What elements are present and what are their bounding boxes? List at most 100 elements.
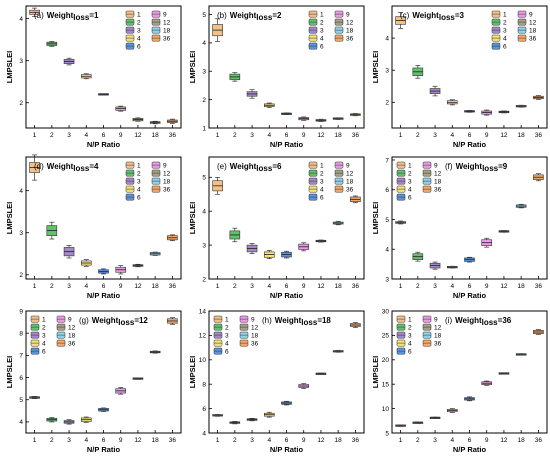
y-tick-label: 8 [202,382,206,389]
plot-frame [391,156,548,280]
legend-label-18: 18 [529,28,537,35]
legend-label-6: 6 [503,44,507,51]
weight-value: =9 [498,162,508,171]
legend-label-6: 6 [408,349,412,356]
panel-title: (a) Weightloss=1 [34,11,99,22]
legend-label-2: 2 [225,325,229,332]
weight-subscript: loss [256,164,273,173]
x-axis-label: N/P Ratio [453,445,487,454]
x-tick-label: 36 [352,283,360,290]
y-axis-label: LMPSLEI [371,356,380,389]
legend-label-36: 36 [251,341,259,348]
x-tick-label: 3 [250,437,254,444]
legend-label-18: 18 [346,179,354,186]
x-tick-label: 1 [33,283,37,290]
plot-frame [208,5,365,129]
y-tick-label: 3 [19,58,23,65]
x-axis-label: N/P Ratio [453,291,487,300]
legend-label-36: 36 [68,341,76,348]
y-tick-label: 6 [19,375,23,382]
x-tick-label: 2 [416,132,420,139]
x-axis-label: N/P Ratio [270,140,304,149]
x-tick-label: 2 [50,132,54,139]
weight-value: =1 [89,11,99,20]
x-tick-label: 12 [500,437,508,444]
x-tick-label: 18 [335,132,343,139]
x-tick-label: 6 [102,437,106,444]
x-tick-label: 6 [285,132,289,139]
plot-frame [391,310,548,434]
panel-title: (e) Weightloss=6 [217,162,282,173]
legend-label-2: 2 [320,20,324,27]
legend-label-4: 4 [320,187,324,194]
y-tick-label: 15 [382,382,390,389]
legend-label-36: 36 [163,36,171,43]
x-tick-label: 9 [119,132,123,139]
y-axis-label: LMPSLEI [188,202,197,235]
legend-label-9: 9 [163,12,167,19]
plot-frame [25,156,182,280]
x-tick-label: 3 [67,437,71,444]
weight-subscript: loss [482,164,499,173]
y-tick-label: 2 [19,100,23,107]
x-tick-label: 9 [119,283,123,290]
panel-letter: (g) [79,316,89,325]
y-tick-label: 2 [19,272,23,279]
legend-label-18: 18 [251,333,259,340]
y-tick-label: 30 [382,308,390,315]
legend-label-4: 4 [408,341,412,348]
y-tick-label: 12 [199,333,207,340]
x-tick-label: 4 [450,283,454,290]
weight-prefix: Weight [412,11,439,20]
legend-label-18: 18 [434,333,442,340]
y-tick-label: 25 [382,333,390,340]
x-axis-label: N/P Ratio [270,445,304,454]
legend-label-12: 12 [163,171,171,178]
panel-title: (f) Weightloss=9 [445,162,508,173]
y-axis-label: LMPSLEI [5,356,14,389]
legend-label-9: 9 [163,163,167,170]
legend-label-18: 18 [163,28,171,35]
y-tick-label: 7 [19,353,23,360]
legend-label-1: 1 [408,163,412,170]
x-tick-label: 4 [84,437,88,444]
legend-label-6: 6 [320,44,324,51]
x-tick-label: 6 [102,132,106,139]
weight-subscript: loss [301,318,318,327]
weight-prefix: Weight [455,316,482,325]
plot-frame [25,310,182,434]
weight-prefix: Weight [230,11,257,20]
legend-label-12: 12 [434,325,442,332]
y-tick-label: 4 [385,35,389,42]
x-tick-label: 18 [152,283,160,290]
y-axis-label: LMPSLEI [5,202,14,235]
y-tick-label: 1 [202,125,206,132]
legend-label-3: 3 [137,28,141,35]
weight-prefix: Weight [47,11,74,20]
x-tick-label: 12 [134,132,142,139]
x-tick-label: 9 [119,437,123,444]
y-axis-label: LMPSLEI [371,202,380,235]
panel-title: (d) Weightloss=4 [34,162,99,173]
weight-value: =4 [89,162,99,171]
x-tick-label: 36 [535,132,543,139]
x-axis-label: N/P Ratio [87,445,121,454]
x-tick-label: 18 [518,437,526,444]
weight-prefix: Weight [47,162,74,171]
y-tick-label: 4 [202,430,206,437]
legend-label-18: 18 [163,179,171,186]
x-tick-label: 6 [285,437,289,444]
legend-label-2: 2 [503,20,507,27]
y-tick-label: 3 [385,276,389,283]
x-axis-label: N/P Ratio [270,291,304,300]
x-tick-label: 3 [67,283,71,290]
x-tick-label: 9 [302,437,306,444]
x-tick-label: 12 [317,437,325,444]
x-tick-label: 1 [33,132,37,139]
weight-value: =2 [272,11,282,20]
